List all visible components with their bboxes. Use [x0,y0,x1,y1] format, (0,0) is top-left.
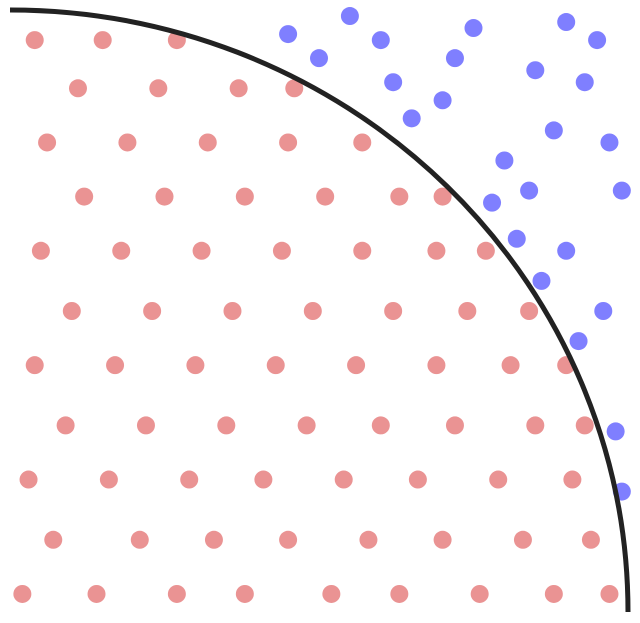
point [285,79,304,98]
point [143,302,162,320]
point [433,91,452,110]
point [489,470,508,489]
point [56,416,75,435]
point [483,193,502,212]
point [526,416,545,435]
point [235,584,254,603]
point [520,181,539,200]
point [198,133,217,152]
point [279,133,298,152]
point [112,241,131,260]
point [279,25,298,44]
point [606,422,625,441]
point [501,356,520,375]
point [340,7,359,26]
point [458,302,477,320]
point [581,530,600,549]
point [544,121,563,140]
point [390,584,409,603]
point [384,302,403,320]
point [612,181,631,200]
point [588,31,607,50]
point [75,187,94,206]
point [390,187,409,206]
point [513,530,532,549]
point [68,79,87,98]
point [19,470,38,489]
point [13,584,32,603]
point [575,416,594,435]
point [544,584,563,603]
point [44,530,63,549]
point [217,416,236,435]
point [353,241,372,260]
point [557,13,576,32]
point [155,187,174,206]
point [118,133,137,152]
point [254,470,273,489]
point [192,241,211,260]
point [359,530,378,549]
point [297,416,316,435]
point [464,19,483,38]
point [310,49,328,68]
point [520,302,539,320]
quarter-circle [9,7,631,613]
point [470,584,489,603]
point [427,241,446,260]
point [186,356,205,375]
point [569,332,588,351]
point [136,416,155,435]
point [99,470,118,489]
point [526,61,545,80]
point [31,241,50,260]
point [93,31,112,50]
point [25,31,44,50]
point [272,241,291,260]
point [87,584,106,603]
point [180,470,199,489]
point [371,416,390,435]
point [600,133,619,152]
point [106,356,125,375]
point [316,187,335,206]
point [600,584,619,603]
point [38,133,57,152]
point [445,416,464,435]
point [235,187,254,206]
point [149,79,168,98]
point [445,49,464,68]
point [563,470,582,489]
point [25,356,44,375]
point [279,530,298,549]
point [322,584,341,603]
point [594,302,613,320]
point [266,356,285,375]
point [229,79,248,98]
point [303,302,322,320]
point [476,241,495,260]
point [427,356,446,375]
point [433,187,452,206]
point [347,356,366,375]
point [223,302,242,320]
point [167,584,186,603]
point [495,151,514,170]
point [433,530,452,549]
point [532,271,551,290]
point [557,241,576,260]
point [204,530,223,549]
point [371,31,390,50]
point [334,470,353,489]
point [353,133,372,152]
point [575,73,594,92]
point [408,470,427,489]
point [384,73,403,92]
point [62,302,81,320]
point [130,530,149,549]
point [402,109,421,128]
point [507,229,526,248]
